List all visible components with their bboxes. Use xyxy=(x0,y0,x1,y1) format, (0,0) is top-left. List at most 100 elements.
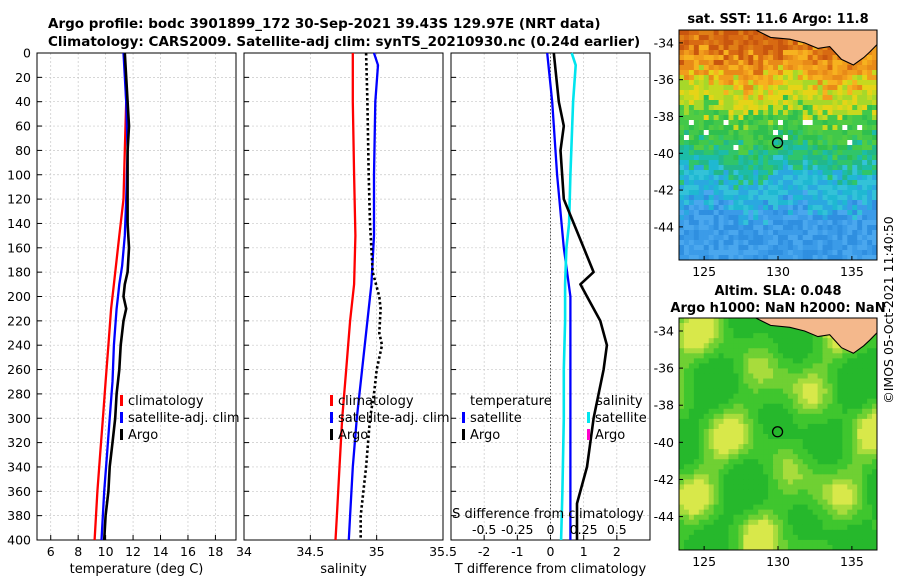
sla-cell xyxy=(688,388,695,395)
sla-cell xyxy=(837,484,843,490)
sla-cell xyxy=(688,378,695,384)
sst-cell xyxy=(867,205,873,211)
sla-cell xyxy=(773,469,779,475)
sla-cell xyxy=(862,449,868,455)
sla-cell xyxy=(862,368,868,374)
sla-cell xyxy=(778,358,784,364)
sla-cell xyxy=(733,418,739,425)
sst-cell xyxy=(842,195,848,201)
sla-cell xyxy=(867,439,873,445)
sst-cell xyxy=(787,80,794,86)
sla-cell xyxy=(778,328,784,334)
sst-cell xyxy=(852,215,858,221)
sst-cell xyxy=(778,135,784,141)
sst-cell xyxy=(842,60,848,66)
sst-cell xyxy=(872,60,878,66)
sst-cell xyxy=(679,210,685,216)
sla-cell xyxy=(827,388,833,395)
sla-cell xyxy=(748,318,754,324)
sla-cell xyxy=(679,449,685,455)
sst-cell xyxy=(773,225,779,231)
sst-cell xyxy=(827,185,833,191)
sst-cell xyxy=(857,200,863,206)
sla-cell xyxy=(758,413,764,420)
sst-cell xyxy=(817,130,823,136)
sla-cell xyxy=(832,494,838,500)
sst-cell xyxy=(688,250,695,256)
sst-cell xyxy=(718,70,724,76)
sla-cell xyxy=(802,504,809,511)
sst-cell xyxy=(698,190,705,196)
sst-cell xyxy=(688,110,695,116)
sla-cell xyxy=(862,388,868,395)
sla-cell xyxy=(822,393,828,400)
sst-cell xyxy=(847,225,853,231)
sst-cell xyxy=(758,70,764,76)
sla-cell xyxy=(708,449,715,455)
sla-cell xyxy=(688,449,695,455)
sla-cell xyxy=(792,333,799,339)
sla-cell xyxy=(683,378,690,384)
sst-cell xyxy=(738,225,744,231)
sst-cell xyxy=(748,190,754,196)
sst-cell xyxy=(857,125,863,131)
sst-cell xyxy=(797,200,804,206)
sla-cell xyxy=(708,333,715,339)
sst-cell xyxy=(758,85,764,91)
sst-cell xyxy=(852,100,858,106)
sst-cell xyxy=(708,85,715,91)
sla-cell xyxy=(862,343,868,349)
sst-cell xyxy=(733,115,739,121)
sst-cell xyxy=(857,155,863,161)
sla-cell xyxy=(723,393,729,400)
sst-cell xyxy=(763,245,769,251)
sla-cell xyxy=(778,534,784,541)
sla-cell xyxy=(683,428,690,435)
sla-cell xyxy=(743,524,749,531)
sst-cell xyxy=(807,180,814,186)
sla-cell xyxy=(728,509,734,516)
sla-cell xyxy=(733,489,739,495)
sst-cell xyxy=(792,205,799,211)
sst-cell xyxy=(713,120,719,126)
sla-cell xyxy=(827,509,833,516)
sla-cell xyxy=(817,353,823,359)
sst-cell xyxy=(718,245,724,251)
sla-cell xyxy=(773,363,779,369)
sla-cell xyxy=(837,534,843,541)
sst-cell xyxy=(862,240,868,246)
sla-cell xyxy=(852,449,858,455)
sst-cell xyxy=(792,235,799,241)
temperature-legend-0-label: climatology xyxy=(128,394,204,409)
sla-cell xyxy=(797,333,804,339)
sla-cell xyxy=(748,323,754,329)
sla-cell xyxy=(787,393,794,400)
sst-cell xyxy=(782,65,789,71)
sst-cell xyxy=(698,35,705,41)
sst-cell xyxy=(827,90,833,96)
sla-cell xyxy=(872,504,878,511)
sla-cell xyxy=(802,479,809,485)
sla-cell xyxy=(792,403,799,410)
sla-cell xyxy=(698,343,705,349)
sla-cell xyxy=(708,539,715,546)
sst-cell xyxy=(723,135,729,141)
sla-cell xyxy=(718,464,724,470)
sla-cell xyxy=(753,333,759,339)
sst-cell xyxy=(683,85,690,91)
sla-cell xyxy=(827,408,833,415)
sst-cell xyxy=(698,225,705,231)
sla-cell xyxy=(728,323,734,329)
sst-cell xyxy=(872,55,878,61)
sla-cell xyxy=(852,494,858,500)
sla-cell xyxy=(753,484,759,490)
sla-cell xyxy=(787,514,794,521)
sla-cell xyxy=(827,353,833,359)
sst-cell xyxy=(773,75,779,81)
sla-cell xyxy=(683,464,690,470)
sst-cell xyxy=(778,240,784,246)
sla-cell xyxy=(822,434,828,440)
sst-cell xyxy=(822,110,828,116)
sst-cell xyxy=(708,190,715,196)
sla-cell xyxy=(857,524,863,531)
